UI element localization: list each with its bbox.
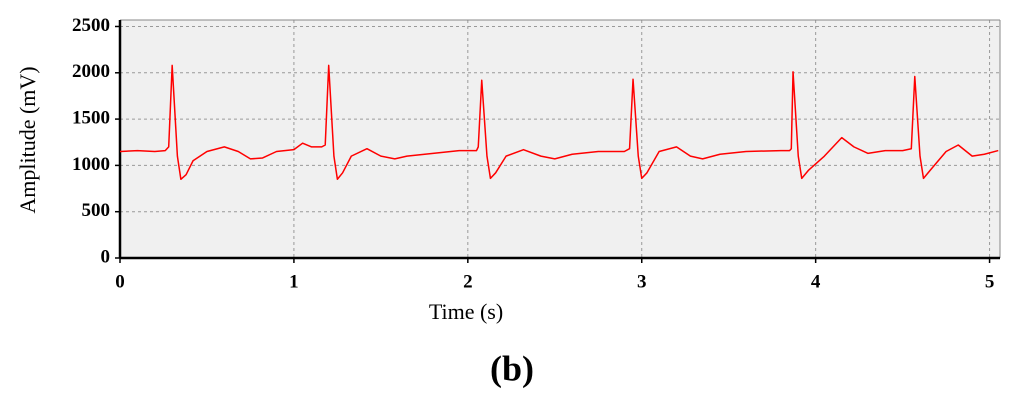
x-tick-label: 2 [463,271,473,292]
x-tick-label: 3 [637,271,647,292]
plot-area [120,20,1000,258]
y-tick-label: 2500 [72,15,110,36]
ecg-line [119,64,999,181]
y-tick-label: 2000 [72,61,110,82]
caption: (b) [490,348,534,388]
y-tick-label: 500 [82,200,111,221]
x-tick-label: 1 [289,271,299,292]
y-tick-label: 0 [101,246,111,267]
x-axis-label: Time (s) [429,299,503,324]
y-tick-label: 1500 [72,107,110,128]
x-tick-label: 4 [811,271,821,292]
x-tick-label: 0 [115,271,125,292]
y-tick-label: 1000 [72,154,110,175]
x-tick-label: 5 [985,271,995,292]
y-axis-label: Amplitude (mV) [15,66,40,213]
